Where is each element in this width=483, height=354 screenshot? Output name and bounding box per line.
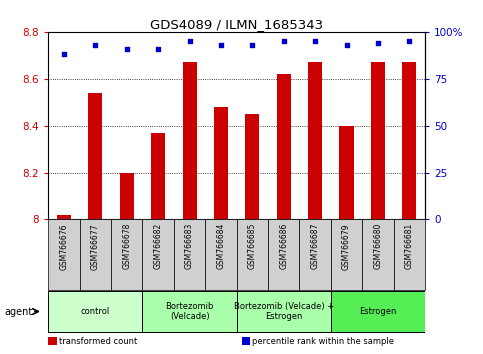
Point <box>406 38 413 44</box>
Point <box>60 52 68 57</box>
Text: GSM766678: GSM766678 <box>122 223 131 269</box>
Bar <box>80 219 111 290</box>
Point <box>92 42 99 48</box>
Bar <box>142 219 174 290</box>
Bar <box>340 126 354 219</box>
Text: GSM766676: GSM766676 <box>59 223 69 269</box>
Bar <box>151 133 165 219</box>
Text: agent: agent <box>5 307 33 316</box>
Text: Estrogen: Estrogen <box>359 307 397 316</box>
Point <box>217 42 225 48</box>
Point <box>123 46 130 52</box>
Text: GSM766677: GSM766677 <box>91 223 100 269</box>
Bar <box>299 219 331 290</box>
Bar <box>205 219 237 290</box>
Point <box>249 42 256 48</box>
Text: Bortezomib
(Velcade): Bortezomib (Velcade) <box>165 302 214 321</box>
Title: GDS4089 / ILMN_1685343: GDS4089 / ILMN_1685343 <box>150 18 323 31</box>
Point <box>186 38 194 44</box>
Bar <box>48 291 142 332</box>
Text: GSM766683: GSM766683 <box>185 223 194 269</box>
Point <box>343 42 351 48</box>
Point <box>280 38 288 44</box>
Bar <box>245 114 259 219</box>
Text: percentile rank within the sample: percentile rank within the sample <box>252 337 394 346</box>
Bar <box>174 219 205 290</box>
Bar <box>57 215 71 219</box>
Text: GSM766682: GSM766682 <box>154 223 163 269</box>
Bar <box>394 219 425 290</box>
Bar <box>111 219 142 290</box>
Bar <box>88 93 102 219</box>
Bar <box>48 219 80 290</box>
Bar <box>183 62 197 219</box>
Text: transformed count: transformed count <box>59 337 137 346</box>
Text: Bortezomib (Velcade) +
Estrogen: Bortezomib (Velcade) + Estrogen <box>234 302 334 321</box>
Bar <box>237 219 268 290</box>
Text: GSM766687: GSM766687 <box>311 223 320 269</box>
Bar <box>268 219 299 290</box>
Text: control: control <box>81 307 110 316</box>
Bar <box>331 291 425 332</box>
Bar <box>237 291 331 332</box>
Point <box>155 46 162 52</box>
Bar <box>214 107 228 219</box>
Bar <box>402 62 416 219</box>
Bar <box>331 219 362 290</box>
Bar <box>308 62 322 219</box>
Text: GSM766680: GSM766680 <box>373 223 383 269</box>
Bar <box>371 62 385 219</box>
Point <box>312 38 319 44</box>
Bar <box>120 173 134 219</box>
Text: GSM766681: GSM766681 <box>405 223 414 269</box>
Bar <box>362 219 394 290</box>
Bar <box>142 291 237 332</box>
Text: GSM766686: GSM766686 <box>279 223 288 269</box>
Text: GSM766685: GSM766685 <box>248 223 257 269</box>
Text: GSM766684: GSM766684 <box>216 223 226 269</box>
Text: GSM766679: GSM766679 <box>342 223 351 269</box>
Point <box>374 40 382 46</box>
Bar <box>277 74 291 219</box>
